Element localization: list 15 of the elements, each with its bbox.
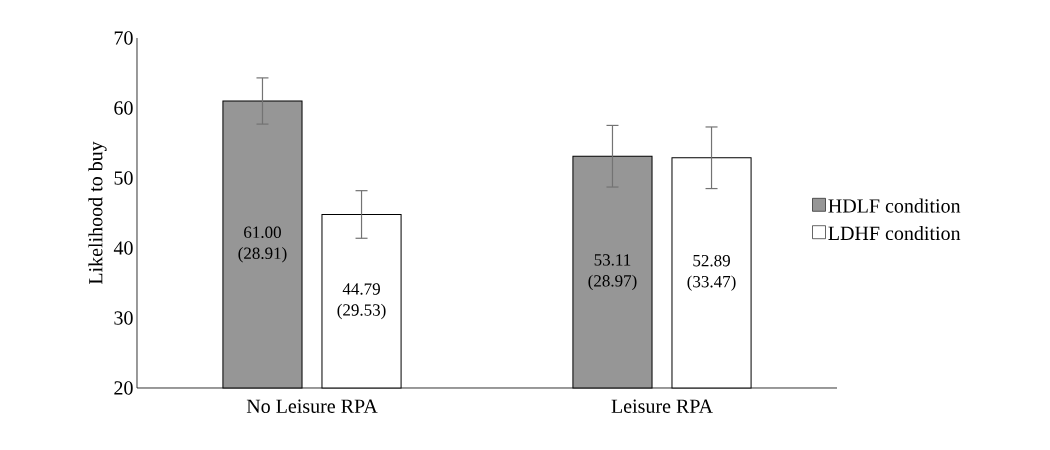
data-label: 52.89 (33.47): [687, 254, 736, 291]
x-tick-label: No Leisure RPA: [246, 399, 378, 413]
legend-label: HDLF condition: [828, 198, 961, 213]
y-tick-label: 40: [113, 241, 133, 255]
data-label: 53.11 (28.97): [588, 254, 637, 291]
y-axis-title: Likelihood to buy: [88, 141, 107, 285]
data-label: 61.00 (28.91): [238, 226, 287, 263]
y-tick-label: 50: [114, 171, 133, 185]
y-tick-label: 70: [114, 31, 133, 45]
y-tick-label: 30: [114, 311, 133, 325]
legend-label: LDHF condition: [828, 226, 961, 241]
x-tick-label: Leisure RPA: [611, 399, 713, 413]
data-label: 44.79 (29.53): [337, 283, 386, 320]
y-tick-label: 60: [114, 101, 133, 115]
y-tick-label: 20: [114, 381, 133, 395]
